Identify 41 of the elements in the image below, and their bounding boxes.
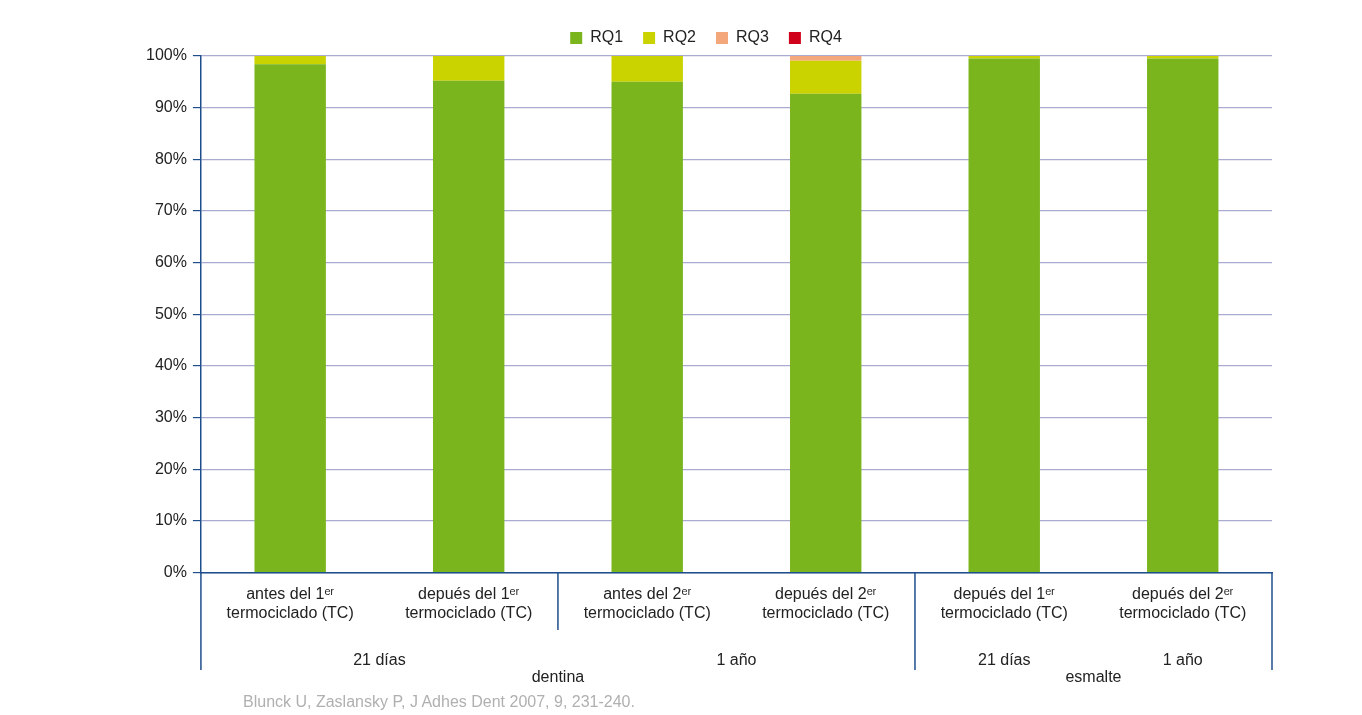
x-tick-label: depués del 2ᵉʳ termociclado (TC) <box>762 584 890 621</box>
text: 1 año <box>716 651 757 669</box>
bar <box>968 56 1040 59</box>
bar <box>790 56 862 61</box>
x-tick-label: depués del 1ᵉʳ termociclado (TC) <box>405 584 533 621</box>
text: esmalte <box>1065 668 1122 686</box>
bar <box>968 58 1040 572</box>
x-tick-label: depués del 1ᵉʳ termociclado (TC) <box>940 584 1068 621</box>
text: 21 días <box>977 651 1031 669</box>
x-tick-label: antes del 2ᵉʳ termociclado (TC) <box>583 584 711 621</box>
bar <box>611 56 683 82</box>
bar <box>1147 58 1219 572</box>
y-tick-label: 0% <box>163 563 187 581</box>
text: dentina <box>531 668 585 686</box>
bar <box>1147 56 1219 59</box>
bar <box>432 56 505 81</box>
legend-label: RQ3 <box>736 28 769 46</box>
bar <box>790 60 862 94</box>
y-tick-label: 30% <box>154 408 187 426</box>
y-tick-label: 80% <box>154 149 187 167</box>
text: 21 días <box>353 651 406 669</box>
y-tick-label: 50% <box>154 304 187 322</box>
y-tick-label: 90% <box>154 98 187 116</box>
legend-label: RQ2 <box>663 28 697 46</box>
text: 1 año <box>1162 651 1203 669</box>
bar <box>432 80 505 572</box>
x-tick-label: depués del 2ᵉʳ termociclado (TC) <box>1119 584 1247 621</box>
bar <box>790 93 862 572</box>
bar <box>254 56 326 65</box>
y-tick-label: 100% <box>146 46 187 64</box>
y-tick-label: 70% <box>154 201 187 219</box>
y-tick-label: 10% <box>154 511 187 529</box>
text: Blunck U, Zaslansky P, J Adhes Dent 2007, 9, 231-240. <box>243 693 635 711</box>
x-tick-label: antes del 1ᵉʳ termociclado (TC) <box>226 584 354 621</box>
bar <box>254 64 326 572</box>
y-tick-label: 60% <box>154 253 187 271</box>
y-tick-label: 40% <box>154 356 187 374</box>
bar <box>611 81 683 572</box>
legend-label: RQ4 <box>808 28 842 46</box>
y-tick-label: 20% <box>154 459 187 477</box>
legend-label: RQ1 <box>590 28 624 46</box>
